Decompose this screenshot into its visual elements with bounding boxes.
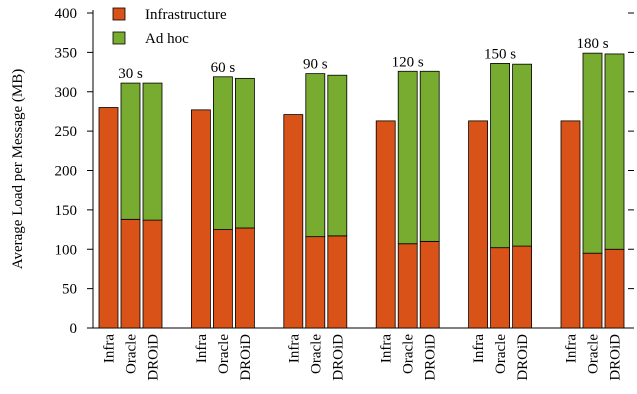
y-tick-label: 300: [55, 85, 78, 101]
x-category-label: Oracle: [586, 334, 602, 374]
group-label: 90 s: [303, 57, 328, 73]
bar-infrastructure: [604, 248, 625, 329]
x-category-label: DROiD: [146, 334, 162, 381]
bar-infrastructure: [582, 252, 603, 329]
x-category-label: Infra: [194, 334, 210, 363]
legend-swatch: [112, 31, 126, 45]
bar-ad-hoc: [120, 82, 141, 220]
legend-label: Ad hoc: [145, 31, 189, 47]
bar-ad-hoc: [512, 63, 532, 247]
bar-infrastructure: [234, 227, 255, 329]
y-tick-label: 400: [55, 6, 78, 22]
y-tick-label: 0: [70, 321, 78, 337]
bars: [98, 52, 625, 329]
legend-swatch: [112, 7, 126, 21]
bar-infrastructure: [560, 120, 581, 329]
group-label: 30 s: [118, 66, 143, 82]
bar-infrastructure: [375, 120, 396, 329]
y-tick-label: 350: [55, 45, 78, 61]
bar-infrastructure: [120, 218, 141, 329]
bar-ad-hoc: [327, 74, 348, 237]
y-axis-label: Average Load per Message (MB): [10, 69, 26, 269]
x-category-label: Infra: [564, 334, 580, 363]
bar-infrastructure: [142, 219, 163, 329]
bar-infrastructure: [490, 247, 511, 329]
bar-infrastructure: [327, 235, 348, 329]
bar-infrastructure: [512, 245, 532, 329]
x-category-label: Infra: [286, 334, 302, 363]
x-category-label: Oracle: [493, 334, 509, 374]
bar-infrastructure: [98, 107, 119, 329]
bar-ad-hoc: [397, 70, 418, 245]
y-tick-label: 100: [55, 242, 78, 258]
bar-infrastructure: [305, 236, 326, 329]
y-tick-label: 200: [55, 164, 78, 180]
labels: Infra Oracle DROiD 30 s Infra Oracle DROiD 60 s…: [102, 36, 624, 381]
axes: 0 50 100 150 200 250 300 350 400: [55, 6, 634, 337]
x-category-label: Infra: [471, 334, 487, 363]
x-category-label: DROiD: [238, 334, 254, 381]
x-category-label: DROiD: [515, 334, 531, 381]
bar-infrastructure: [419, 240, 440, 329]
group-label: 180 s: [576, 36, 608, 52]
bar-infrastructure: [283, 114, 304, 329]
group-label: 150 s: [484, 46, 516, 62]
y-tick-label: 250: [55, 124, 78, 140]
bar-ad-hoc: [490, 63, 511, 249]
legend: Infrastructure Ad hoc: [112, 7, 227, 47]
legend-label: Infrastructure: [145, 7, 227, 23]
x-category-label: Oracle: [216, 334, 232, 374]
bar-ad-hoc: [419, 70, 440, 242]
x-category-label: Oracle: [308, 334, 324, 374]
x-category-label: Infra: [379, 334, 395, 363]
bar-infrastructure: [212, 229, 233, 329]
bar-ad-hoc: [212, 76, 233, 230]
x-category-label: DROiD: [330, 334, 346, 381]
x-category-label: Oracle: [401, 334, 417, 374]
bar-infrastructure: [397, 243, 418, 329]
group-label: 120 s: [392, 54, 424, 70]
bar-infrastructure: [190, 109, 211, 329]
y-tick-label: 50: [62, 282, 77, 298]
y-tick-label: 150: [55, 203, 78, 219]
bar-ad-hoc: [142, 82, 163, 221]
bar-ad-hoc: [582, 52, 603, 254]
x-category-label: Infra: [102, 334, 118, 363]
x-category-label: DROiD: [423, 334, 439, 381]
bar-ad-hoc: [305, 73, 326, 238]
group-label: 60 s: [211, 60, 236, 76]
x-category-label: Oracle: [124, 334, 140, 374]
bar-infrastructure: [468, 120, 489, 329]
bar-ad-hoc: [604, 53, 625, 250]
bar-ad-hoc: [234, 77, 255, 229]
x-category-label: DROiD: [608, 334, 624, 381]
